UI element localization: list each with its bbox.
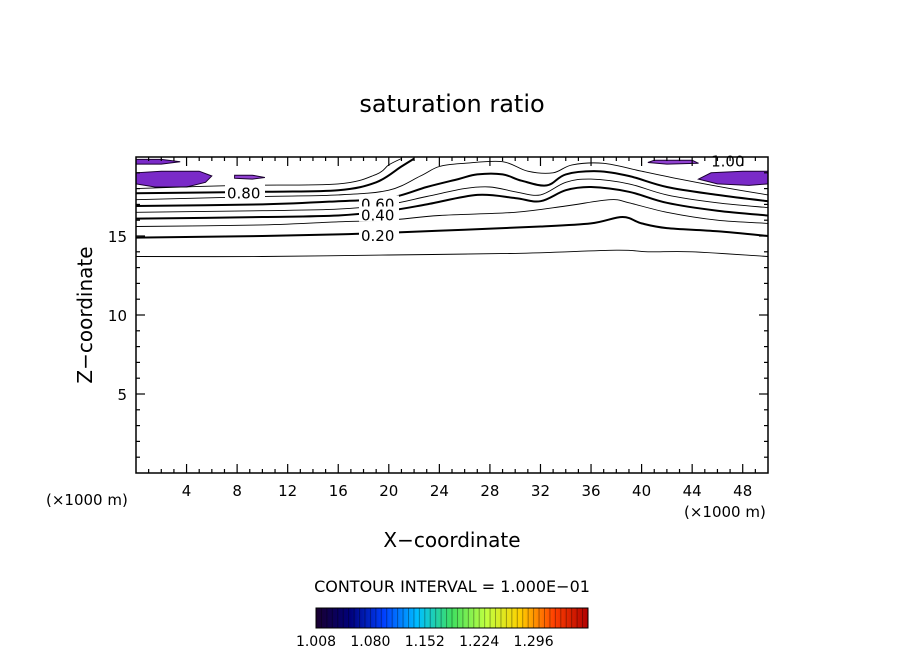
z-axis-ticks: 5 10 15 [108, 172, 768, 458]
x-tick-label: 16 [329, 482, 348, 500]
color-bar-tick-label: 1.224 [459, 634, 499, 650]
z-unit-label: (×1000 m) [46, 491, 128, 509]
contour-label-4: 0.20 [361, 227, 394, 245]
x-tick-label: 40 [632, 482, 651, 500]
contour-line-0-6 [135, 170, 769, 207]
contour-line-0-1 [135, 249, 769, 258]
shaded-region-3 [697, 170, 769, 186]
x-tick-label: 44 [683, 482, 702, 500]
z-axis-label: Z−coordinate [73, 246, 97, 383]
x-tick-label: 36 [581, 482, 600, 500]
shaded-region-4 [647, 159, 699, 165]
z-tick-label: 15 [108, 228, 127, 246]
color-bar-tick-label: 1.008 [296, 634, 336, 650]
color-bar-tick-label: 1.080 [350, 634, 390, 650]
contour-line-0-8 [135, 157, 415, 195]
shaded-regions [135, 158, 769, 188]
contour-line-0-4 [135, 185, 769, 220]
x-tick-label: 32 [531, 482, 550, 500]
contour-interval-text: CONTOUR INTERVAL = 1.000E−01 [314, 577, 590, 596]
x-unit-label: (×1000 m) [684, 503, 766, 521]
contour-label-3: 0.40 [361, 206, 394, 224]
x-tick-label: 20 [379, 482, 398, 500]
contour-line-0-5 [135, 178, 769, 213]
chart-title: saturation ratio [359, 90, 544, 118]
contour-labels: 1.000.800.600.400.20 [225, 152, 750, 245]
z-tick-label: 5 [117, 386, 127, 404]
x-tick-label: 4 [182, 482, 192, 500]
x-tick-label: 24 [430, 482, 449, 500]
contour-label-bg-1 [225, 184, 266, 200]
x-tick-label: 48 [733, 482, 752, 500]
x-tick-label: 28 [480, 482, 499, 500]
contour-line-0-7 [135, 160, 769, 201]
x-axis-label: X−coordinate [383, 528, 520, 552]
contour-line-0-3 [135, 199, 769, 227]
contour-label-bg-4 [358, 227, 399, 242]
color-bar-tick-label: 1.152 [405, 634, 445, 650]
contour-label-bg-3 [358, 206, 399, 222]
color-bar-frame [315, 607, 589, 629]
z-tick-label: 10 [108, 307, 127, 325]
color-bar [315, 607, 589, 629]
contour-label-0: 1.00 [711, 153, 744, 171]
contour-lines [135, 157, 769, 258]
x-axis-ticks: 4 8 12 16 20 24 28 32 36 40 44 48 [148, 157, 756, 500]
color-bar-fill [316, 608, 588, 628]
color-bar-ticks: 1.008 1.080 1.152 1.224 1.296 [296, 634, 554, 650]
shaded-region-2 [234, 174, 265, 180]
x-tick-label: 8 [232, 482, 242, 500]
color-bar-tick-label: 1.296 [514, 634, 554, 650]
x-tick-label: 12 [278, 482, 297, 500]
contour-line-0-2 [135, 215, 769, 239]
shaded-region-0 [135, 170, 213, 188]
contour-label-1: 0.80 [227, 184, 260, 202]
